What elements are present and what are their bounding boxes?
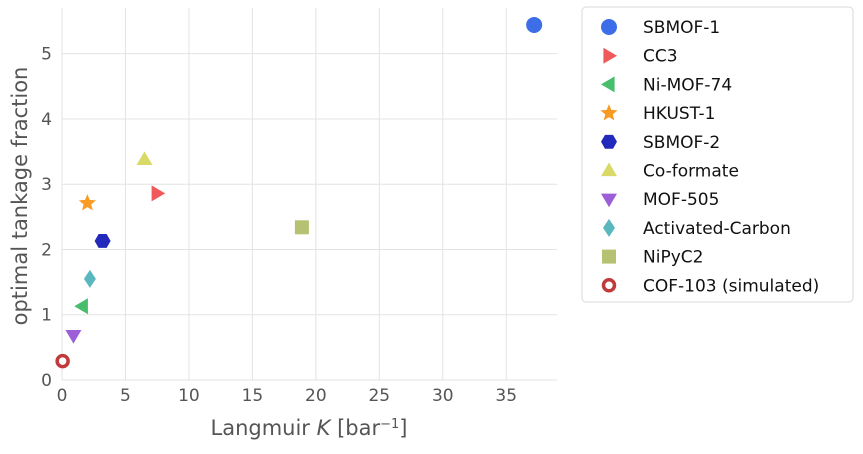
data-point-activated-carbon [83, 269, 96, 288]
legend-marker-activated-carbon [603, 218, 615, 237]
legend-label-co-formate: Co-formate [643, 162, 739, 182]
y-tick-label: 4 [41, 110, 52, 130]
data-point-co-formate [136, 151, 153, 166]
legend-label-cof-103-simulated: COF-103 (simulated) [643, 276, 819, 296]
x-tick-label: 0 [57, 386, 68, 406]
data-point-ni-mof-74 [74, 298, 88, 315]
legend-label-sbmof-2: SBMOF-2 [643, 133, 720, 153]
y-axis-ticks: 0 1 2 3 4 5 [41, 45, 52, 391]
data-point-nipyc2 [294, 220, 309, 235]
data-point-sbmof-2 [94, 234, 111, 248]
legend-marker-sbmof-1 [601, 19, 617, 35]
data-point-cof-103-simulated [55, 353, 70, 369]
legend: SBMOF-1 CC3 Ni-MOF-74 HKUST-1 SBMOF-2 Co-form… [581, 6, 854, 303]
x-tick-label: 5 [120, 386, 131, 406]
legend-marker-co-formate [601, 162, 617, 177]
y-tick-label: 5 [41, 45, 52, 65]
legend-marker-mof-505 [601, 193, 617, 208]
x-tick-label: 30 [432, 386, 454, 406]
data-point-mof-505 [65, 330, 82, 344]
legend-marker-cc3 [603, 47, 617, 64]
x-axis-ticks: 0 5 10 15 20 25 30 35 [57, 386, 517, 406]
legend-label-activated-carbon: Activated-Carbon [643, 219, 791, 239]
legend-label-ni-mof-74: Ni-MOF-74 [643, 75, 732, 95]
x-tick-label: 10 [178, 386, 200, 406]
x-tick-label: 15 [242, 386, 264, 406]
legend-label-nipyc2: NiPyC2 [643, 248, 703, 268]
data-point-hkust-1 [78, 194, 96, 211]
y-tick-label: 3 [41, 175, 52, 195]
legend-frame [581, 6, 854, 303]
legend-label-sbmof-1: SBMOF-1 [643, 18, 720, 38]
data-point-cc3 [151, 185, 166, 202]
legend-marker-hkust-1 [600, 104, 618, 121]
legend-label-mof-505: MOF-505 [643, 190, 719, 210]
grid-lines [61, 8, 557, 381]
x-tick-label: 35 [495, 386, 517, 406]
legend-marker-sbmof-2 [601, 134, 617, 149]
legend-marker-ni-mof-74 [601, 76, 615, 93]
legend-marker-cof-103-simulated [601, 278, 617, 293]
y-tick-label: 0 [41, 371, 52, 391]
x-tick-label: 25 [368, 386, 390, 406]
legend-marker-nipyc2 [602, 249, 616, 264]
data-point-sbmof-1 [526, 16, 543, 33]
x-tick-label: 20 [305, 386, 327, 406]
y-tick-label: 1 [41, 306, 52, 326]
data-points [55, 16, 543, 369]
y-tick-label: 2 [41, 240, 52, 260]
y-axis-label: optimal tankage fraction [8, 67, 32, 326]
legend-label-hkust-1: HKUST-1 [643, 104, 715, 124]
x-axis-label: Langmuir K [bar−1] [211, 416, 408, 440]
legend-label-cc3: CC3 [643, 47, 678, 67]
